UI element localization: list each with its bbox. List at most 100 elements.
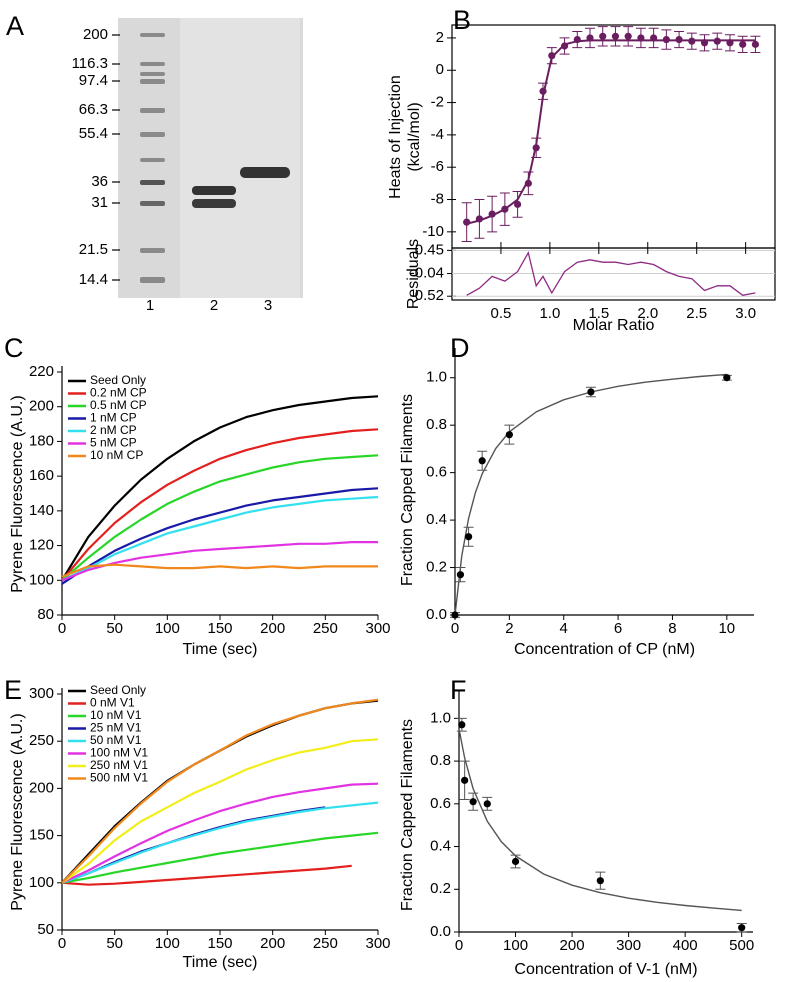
y-tick-label: -6: [431, 158, 444, 175]
y-tick-label: 0.8: [426, 416, 447, 433]
x-tick-label: 50: [106, 935, 123, 952]
fit-curve: [458, 728, 742, 912]
marker-label: 55.4: [79, 125, 108, 142]
x-tick-label: 1.5: [588, 305, 609, 322]
y-tick-label: 0.4: [426, 511, 447, 528]
lane-label: 1: [146, 297, 154, 314]
x-tick-label: 100: [155, 620, 180, 637]
y-axis-label: Pyrene Fluorescence (A.U.): [9, 713, 26, 910]
data-point: [675, 35, 683, 44]
legend-label: 500 nM V1: [90, 771, 148, 785]
y-tick-label: 50: [37, 921, 54, 938]
data-point: [475, 215, 484, 223]
data-point: [532, 144, 540, 152]
y-axis-label: Pyrene Fluorescence (A.U.): [9, 395, 26, 592]
data-point: [650, 34, 658, 42]
data-point: [726, 39, 734, 47]
lane-label: 2: [210, 297, 218, 314]
legend-label: 250 nM V1: [90, 758, 148, 772]
data-point: [539, 87, 547, 95]
panel-label: B: [453, 5, 471, 35]
y-tick-label: 80: [37, 606, 54, 623]
fit-curve: [454, 373, 727, 616]
y-tick-label: 0.4: [430, 838, 451, 855]
band: [140, 62, 165, 66]
x-tick-label: 2.5: [686, 305, 707, 322]
data-point: [723, 374, 731, 382]
data-point: [624, 32, 632, 40]
data-point: [464, 533, 473, 541]
data-point: [478, 457, 486, 465]
data-point: [739, 40, 747, 48]
y-tick-label: 300: [29, 685, 54, 702]
y-tick-label: 0.2: [426, 559, 447, 576]
x-tick-label: 4: [560, 620, 568, 637]
data-point: [505, 431, 513, 439]
marker-label: 66.3: [79, 101, 108, 118]
marker-label: 97.4: [79, 72, 108, 89]
legend-label: 2 nM CP: [90, 423, 137, 437]
band: [140, 72, 165, 76]
data-point: [611, 32, 620, 40]
marker-label: 21.5: [79, 241, 108, 258]
y-tick-label: -2: [431, 94, 444, 111]
x-tick-label: 6: [614, 620, 622, 637]
y-tick-label: 200: [29, 398, 54, 415]
y-tick-label: 0.0: [430, 923, 451, 940]
data-point: [587, 388, 595, 396]
x-tick-label: 150: [207, 620, 232, 637]
x-tick-label: 0: [451, 620, 459, 637]
data-point: [713, 37, 721, 45]
series-line: [61, 831, 379, 884]
x-tick-label: 200: [560, 937, 585, 954]
band: [240, 167, 290, 178]
series-line: [61, 454, 379, 582]
band: [140, 108, 165, 113]
x-tick-label: 0: [455, 937, 463, 954]
marker-label: 36: [91, 173, 108, 190]
band: [192, 199, 236, 208]
legend-label: 5 nM CP: [90, 436, 137, 450]
data-point: [637, 34, 645, 42]
data-point: [511, 857, 520, 866]
x-tick-label: 100: [503, 937, 528, 954]
series-line: [61, 428, 379, 582]
legend-label: 50 nM V1: [90, 733, 142, 747]
y-tick-label: 120: [29, 537, 54, 554]
band: [140, 277, 165, 283]
x-tick-label: 250: [313, 935, 338, 952]
band: [140, 79, 165, 84]
x-axis-label: Time (sec): [183, 954, 258, 971]
series-line: [61, 487, 379, 585]
data-point: [688, 37, 696, 45]
data-point: [469, 798, 477, 806]
y-tick-label: -4: [431, 126, 444, 143]
y-tick-label: 0: [436, 61, 444, 78]
y-tick-label: 0.6: [430, 795, 451, 812]
series-line: [61, 698, 379, 884]
y-axis-label: (kcal/mol): [406, 102, 423, 171]
legend-label: 10 nM CP: [90, 448, 143, 462]
data-point: [599, 32, 607, 40]
panel-label: E: [4, 675, 22, 705]
series-line: [61, 864, 352, 886]
x-tick-label: 300: [365, 620, 390, 637]
band: [140, 132, 165, 137]
y-tick-label: 160: [29, 467, 54, 484]
x-tick-label: 8: [668, 620, 676, 637]
band: [140, 201, 165, 206]
x-tick-label: 0.5: [491, 305, 512, 322]
x-tick-label: 3.0: [735, 305, 756, 322]
data-point: [560, 42, 569, 50]
x-axis-label: Concentration of CP (nM): [514, 641, 695, 658]
y-tick-label: 100: [29, 874, 54, 891]
x-tick-label: 0: [58, 935, 66, 952]
x-tick-label: 10: [718, 620, 735, 637]
marker-label: 200: [83, 26, 108, 43]
data-point: [501, 205, 509, 213]
legend-label: 10 nM V1: [90, 708, 142, 722]
x-tick-label: 2.0: [637, 305, 658, 322]
data-point: [461, 776, 469, 784]
data-point: [488, 210, 496, 218]
panel-label: C: [4, 333, 24, 363]
